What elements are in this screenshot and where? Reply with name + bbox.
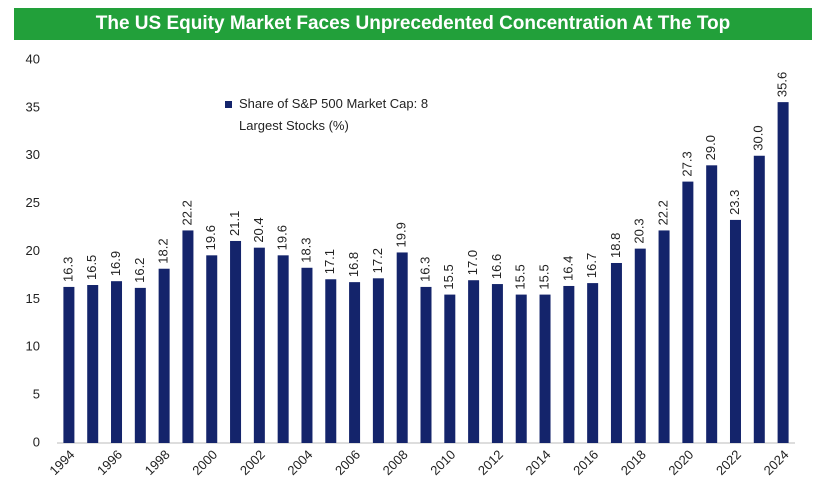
bar [253,247,265,443]
bar [182,230,194,443]
value-label: 30.0 [751,125,766,150]
value-label: 17.2 [370,248,385,273]
value-label: 19.6 [275,225,290,250]
legend: Share of S&P 500 Market Cap: 8 Largest S… [225,93,445,137]
value-label: 20.4 [251,217,266,242]
legend-swatch [225,101,232,108]
bar [729,219,741,443]
y-tick-label: 5 [33,387,40,402]
bar [777,102,789,443]
bar [325,279,337,443]
bar [634,248,646,443]
bar [539,294,551,443]
bar [277,255,289,443]
value-label: 21.1 [227,211,242,236]
y-tick-label: 25 [26,195,40,210]
x-tick-label: 1994 [46,447,77,478]
x-tick-label: 2022 [713,447,744,478]
bar [753,155,765,443]
value-label: 20.3 [632,218,647,243]
bar [468,280,480,443]
value-label: 15.5 [536,264,551,289]
value-label: 15.5 [441,264,456,289]
y-tick-label: 40 [26,51,40,66]
value-label: 18.8 [608,233,623,258]
bar [396,252,408,443]
bar [444,294,456,443]
y-tick-label: 20 [26,243,40,258]
y-tick-label: 0 [33,434,40,449]
bar [563,285,575,443]
value-label: 18.3 [298,237,313,262]
value-label: 16.3 [417,257,432,282]
value-label: 16.6 [489,254,504,279]
bar [63,286,75,443]
bar [610,262,622,443]
x-tick-label: 2014 [523,447,554,478]
value-label: 16.8 [346,252,361,277]
x-tick-label: 2006 [332,447,363,478]
bar [134,287,146,443]
x-tick-label: 2008 [380,447,411,478]
bar [111,281,123,443]
y-tick-label: 35 [26,99,40,114]
x-tick-label: 1996 [94,447,125,478]
bar [706,165,718,443]
value-label: 22.2 [656,200,671,225]
bar [206,255,218,443]
value-label: 35.6 [775,72,790,97]
y-tick-label: 15 [26,291,40,306]
bar [682,181,694,444]
value-label: 16.5 [84,255,99,280]
bar [158,268,170,443]
x-tick-label: 2024 [761,447,792,478]
x-tick-label: 2010 [427,447,458,478]
x-tick-label: 2004 [284,447,315,478]
bar [420,286,432,443]
x-tick-label: 2018 [618,447,649,478]
bar [491,284,503,443]
y-tick-label: 30 [26,147,40,162]
bar [230,240,242,443]
value-label: 16.7 [584,253,599,278]
value-label: 27.3 [679,151,694,176]
chart-title: The US Equity Market Faces Unprecedented… [14,8,812,40]
x-tick-label: 2020 [665,447,696,478]
value-label: 23.3 [727,190,742,215]
bar [349,282,361,443]
value-label: 15.5 [513,264,528,289]
value-label: 19.6 [203,225,218,250]
value-label: 19.9 [394,222,409,247]
x-tick-label: 2002 [237,447,268,478]
x-tick-label: 1998 [142,447,173,478]
bar [587,283,599,443]
x-tick-label: 2016 [570,447,601,478]
value-label: 16.4 [560,256,575,281]
legend-label: Share of S&P 500 Market Cap: 8 Largest S… [239,96,429,133]
value-label: 17.1 [322,249,337,274]
bar [372,278,384,443]
y-tick-label: 10 [26,339,40,354]
x-tick-label: 2000 [189,447,220,478]
value-label: 16.2 [132,258,147,283]
value-label: 16.9 [108,251,123,276]
value-label: 22.2 [179,200,194,225]
value-label: 16.3 [60,257,75,282]
bar [658,230,670,443]
value-label: 29.0 [703,135,718,160]
bar [301,267,313,443]
x-tick-label: 2012 [475,447,506,478]
bar [515,294,527,443]
bar [87,285,99,443]
value-label: 18.2 [156,238,171,263]
value-label: 17.0 [465,250,480,275]
